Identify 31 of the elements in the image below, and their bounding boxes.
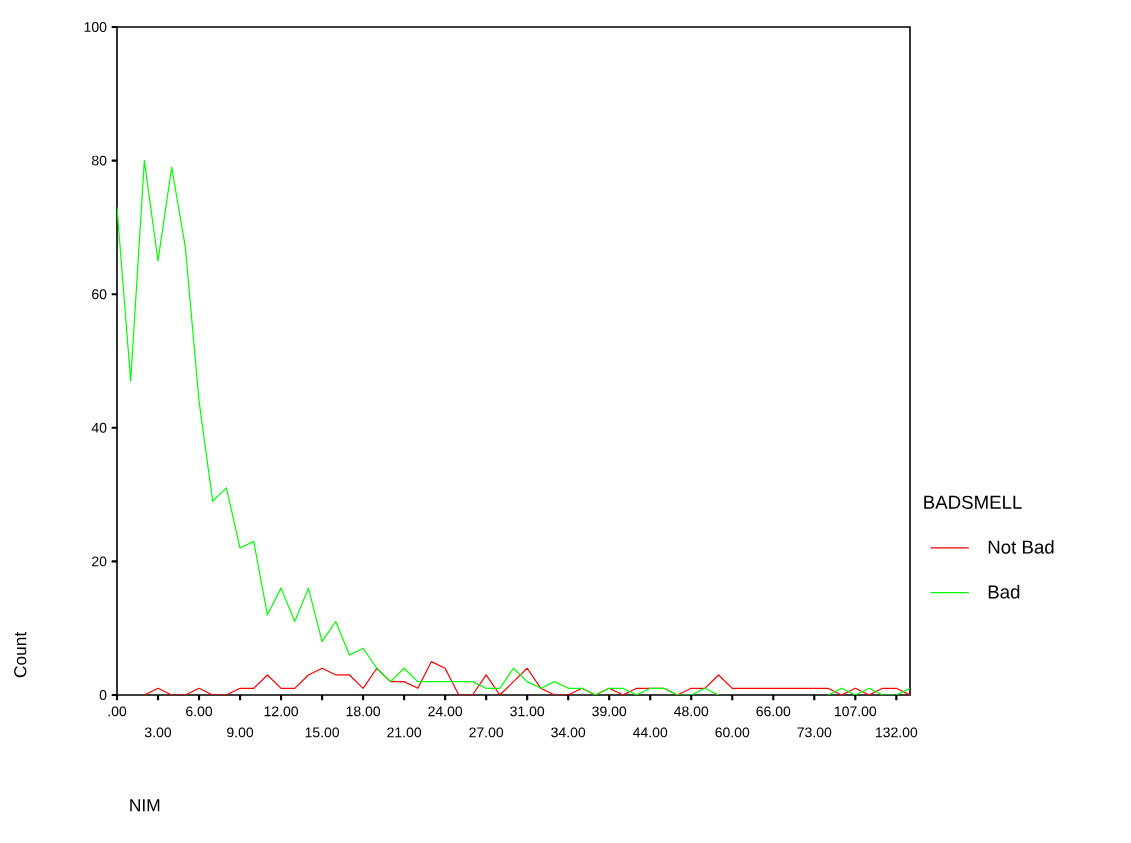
x-tick-label: 12.00 bbox=[264, 706, 299, 717]
x-axis-title: NIM bbox=[130, 799, 160, 812]
x-tick-label: 27.00 bbox=[469, 727, 504, 738]
x-tick-label: 6.00 bbox=[186, 706, 213, 717]
y-tick-label: 20 bbox=[92, 556, 107, 567]
y-tick-label: 80 bbox=[91, 155, 107, 166]
x-tick-label: 9.00 bbox=[227, 727, 254, 738]
x-tick-label: 132.00 bbox=[875, 727, 918, 738]
x-tick-label: 21.00 bbox=[387, 727, 422, 738]
x-tick-label: 73.00 bbox=[797, 727, 832, 738]
y-axis-title: Count bbox=[14, 631, 27, 678]
legend-label: Not Bad bbox=[988, 540, 1054, 554]
x-tick-label: .00 bbox=[108, 706, 127, 717]
x-tick-label: 39.00 bbox=[592, 706, 627, 717]
x-tick-label: 34.00 bbox=[551, 727, 586, 738]
x-tick-label: 31.00 bbox=[510, 706, 545, 717]
x-tick-label: 44.00 bbox=[633, 727, 668, 738]
x-tick-label: 60.00 bbox=[715, 727, 750, 738]
x-tick-label: 18.00 bbox=[346, 706, 381, 717]
y-tick-label: 0 bbox=[99, 690, 107, 700]
x-tick-label: 24.00 bbox=[428, 706, 463, 717]
legend-title: BADSMELL bbox=[924, 495, 1022, 509]
x-tick-label: 66.00 bbox=[756, 706, 791, 717]
x-tick-label: 107.00 bbox=[834, 706, 877, 717]
y-tick-label: 40 bbox=[91, 422, 107, 433]
x-tick-label: 3.00 bbox=[144, 727, 172, 738]
x-tick-label: 15.00 bbox=[305, 727, 340, 738]
y-tick-label: 100 bbox=[84, 22, 107, 32]
y-tick-label: 60 bbox=[92, 289, 107, 300]
legend-label: Bad bbox=[988, 584, 1020, 599]
x-tick-label: 48.00 bbox=[674, 706, 709, 717]
